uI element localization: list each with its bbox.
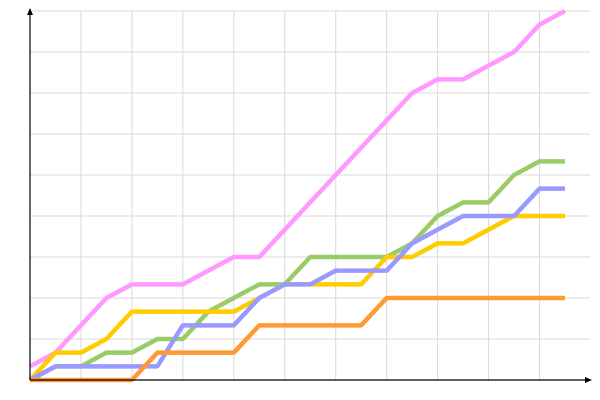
y-axis-arrow-icon — [27, 8, 33, 15]
series-line-1 — [28, 9, 567, 369]
x-axis-arrow-icon — [585, 377, 592, 383]
axes — [27, 8, 592, 383]
series-line-2 — [28, 159, 565, 382]
series-group — [28, 9, 567, 383]
series-line-4 — [28, 186, 565, 382]
